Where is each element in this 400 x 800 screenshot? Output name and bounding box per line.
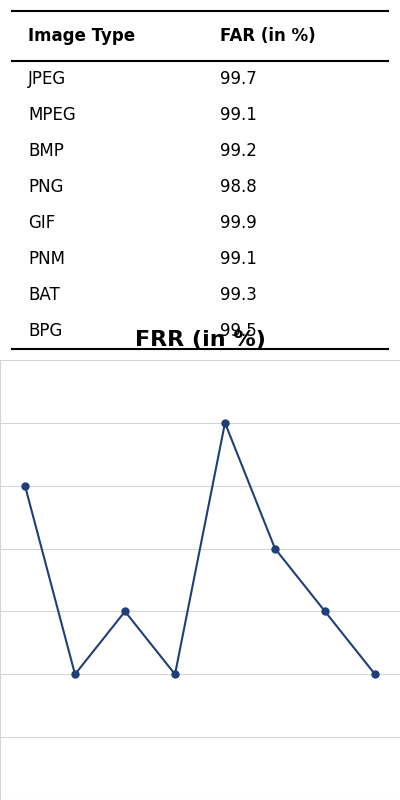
FRR (in %): [73, 670, 78, 679]
FRR (in %): [322, 606, 327, 616]
Title: FRR (in %): FRR (in %): [134, 330, 266, 350]
Text: 99.5: 99.5: [220, 322, 257, 340]
Text: Image Type: Image Type: [28, 27, 135, 45]
Text: MPEG: MPEG: [28, 106, 76, 124]
Text: 99.7: 99.7: [220, 70, 257, 88]
Line: FRR (in %): FRR (in %): [22, 419, 378, 678]
Text: FAR (in %): FAR (in %): [220, 27, 316, 45]
FRR (in %): [373, 670, 378, 679]
FRR (in %): [222, 418, 227, 428]
FRR (in %): [22, 481, 27, 490]
FRR (in %): [273, 544, 278, 554]
Text: PNG: PNG: [28, 178, 64, 196]
Text: BAT: BAT: [28, 286, 60, 304]
Text: 99.2: 99.2: [220, 142, 257, 160]
Text: PNM: PNM: [28, 250, 65, 268]
Text: 99.1: 99.1: [220, 250, 257, 268]
Text: 99.1: 99.1: [220, 106, 257, 124]
Text: 99.3: 99.3: [220, 286, 257, 304]
Text: GIF: GIF: [28, 214, 55, 232]
Text: JPEG: JPEG: [28, 70, 66, 88]
FRR (in %): [122, 606, 127, 616]
FRR (in %): [173, 670, 178, 679]
Text: BPG: BPG: [28, 322, 62, 340]
Text: 98.8: 98.8: [220, 178, 257, 196]
Text: 99.9: 99.9: [220, 214, 257, 232]
Text: BMP: BMP: [28, 142, 64, 160]
